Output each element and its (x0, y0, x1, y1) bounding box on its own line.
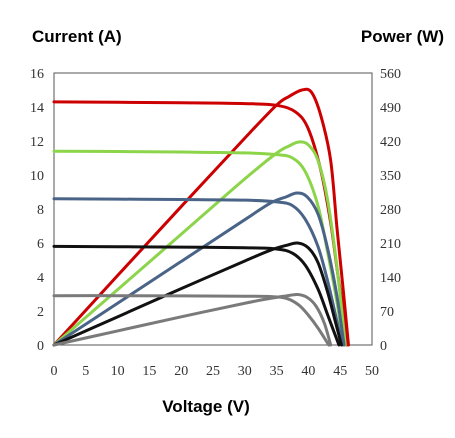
x-tick-label: 35 (270, 364, 284, 379)
x-tick-label: 10 (111, 364, 125, 379)
series-layer (52, 87, 350, 347)
iv-curve-5 (52, 294, 331, 347)
right-y-tick-label: 280 (380, 203, 401, 218)
pv-curve-2 (52, 140, 347, 347)
x-tick-label: 5 (82, 364, 89, 379)
left-y-tick-labels: 0 2 4 6 8 10 12 14 16 (30, 67, 44, 354)
pv-curve-5 (52, 292, 333, 347)
x-tick-label: 20 (174, 364, 188, 379)
x-tick-labels: 0 5 10 15 20 25 30 35 40 45 50 (51, 364, 380, 379)
right-y-tick-labels: 0 70 140 210 280 350 420 490 560 (380, 67, 401, 354)
plot-frame (53, 72, 373, 346)
left-y-tick-label: 8 (37, 203, 44, 218)
left-y-tick-label: 2 (37, 305, 44, 320)
right-y-tick-label: 490 (380, 101, 401, 116)
left-y-tick-label: 12 (30, 135, 44, 150)
x-tick-label: 45 (333, 364, 347, 379)
pv-curve-1 (52, 87, 350, 347)
pv-curve-3 (52, 191, 346, 347)
x-tick-label: 15 (142, 364, 156, 379)
left-y-tick-label: 10 (30, 169, 44, 184)
x-tick-label: 30 (238, 364, 252, 379)
right-y-tick-label: 70 (380, 305, 394, 320)
left-y-tick-label: 4 (37, 271, 44, 286)
iv-curve-4 (52, 244, 341, 347)
right-y-tick-label: 350 (380, 169, 401, 184)
x-tick-label: 40 (301, 364, 315, 379)
x-tick-label: 25 (206, 364, 220, 379)
left-axis-title: Current (A) (32, 27, 122, 46)
right-y-tick-label: 140 (380, 271, 401, 286)
x-tick-label: 0 (51, 364, 58, 379)
left-y-tick-label: 0 (37, 339, 44, 354)
x-axis-title: Voltage (V) (162, 397, 250, 416)
x-tick-label: 50 (365, 364, 379, 379)
left-y-tick-label: 6 (37, 237, 44, 252)
right-y-tick-label: 420 (380, 135, 401, 150)
right-y-tick-label: 0 (380, 339, 387, 354)
iv-curve-3 (52, 197, 344, 347)
left-y-tick-label: 16 (30, 67, 44, 82)
left-y-tick-label: 14 (30, 101, 44, 116)
right-y-tick-label: 560 (380, 67, 401, 82)
right-y-tick-label: 210 (380, 237, 401, 252)
right-axis-title: Power (W) (361, 27, 444, 46)
